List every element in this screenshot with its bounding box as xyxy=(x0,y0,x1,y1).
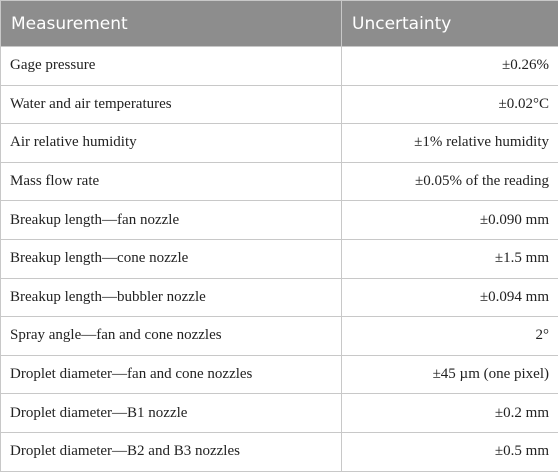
uncertainty-cell: ±0.094 mm xyxy=(341,277,558,318)
table-row: Droplet diameter—B2 and B3 nozzles ±0.5 m… xyxy=(0,431,558,472)
table-row: Gage pressure ±0.26% xyxy=(0,46,558,86)
measurement-cell: Water and air temperatures xyxy=(0,84,342,125)
measurement-cell: Breakup length—cone nozzle xyxy=(0,238,342,279)
uncertainty-cell: ±0.2 mm xyxy=(341,393,558,433)
table-header: Measurement Uncertainty xyxy=(0,0,558,47)
uncertainty-cell: ±0.090 mm xyxy=(341,200,558,240)
measurement-cell: Breakup length—bubbler nozzle xyxy=(0,277,342,318)
header-cell: Uncertainty xyxy=(341,0,558,47)
uncertainty-cell: 2° xyxy=(341,316,558,356)
table-body: Gage pressure ±0.26% Water and air tempera… xyxy=(0,46,558,472)
measurement-cell: Breakup length—fan nozzle xyxy=(0,200,342,240)
uncertainty-cell: ±45 µm (one pixel) xyxy=(341,354,558,395)
table-row: Mass flow rate ±0.05% of the reading xyxy=(0,161,558,202)
measurement-cell: Mass flow rate xyxy=(0,161,342,202)
measurement-cell: Spray angle—fan and cone nozzles xyxy=(0,316,342,356)
table-row: Spray angle—fan and cone nozzles 2° xyxy=(0,316,558,356)
measurement-cell: Droplet diameter—B2 and B3 nozzles xyxy=(0,431,342,472)
uncertainty-cell: ±1% relative humidity xyxy=(341,123,558,163)
table-row: Breakup length—cone nozzle ±1.5 mm xyxy=(0,238,558,279)
table-row: Water and air temperatures ±0.02°C xyxy=(0,84,558,125)
uncertainty-cell: ±1.5 mm xyxy=(341,238,558,279)
table-row: Air relative humidity ±1% relative humidi… xyxy=(0,123,558,163)
measurement-cell: Droplet diameter—B1 nozzle xyxy=(0,393,342,433)
table-row: Breakup length—bubbler nozzle ±0.094 mm xyxy=(0,277,558,318)
table-row: Droplet diameter—fan and cone nozzles ±45… xyxy=(0,354,558,395)
uncertainty-cell: ±0.02°C xyxy=(341,84,558,125)
measurement-cell: Droplet diameter—fan and cone nozzles xyxy=(0,354,342,395)
table-row: Droplet diameter—B1 nozzle ±0.2 mm xyxy=(0,393,558,433)
uncertainty-cell: ±0.05% of the reading xyxy=(341,161,558,202)
uncertainty-cell: ±0.5 mm xyxy=(341,431,558,472)
header-row: Measurement Uncertainty xyxy=(0,0,558,47)
table-row: Breakup length—fan nozzle ±0.090 mm xyxy=(0,200,558,240)
measurement-cell: Air relative humidity xyxy=(0,123,342,163)
measurement-cell: Gage pressure xyxy=(0,46,342,86)
header-cell: Measurement xyxy=(0,0,342,47)
uncertainty-cell: ±0.26% xyxy=(341,46,558,86)
